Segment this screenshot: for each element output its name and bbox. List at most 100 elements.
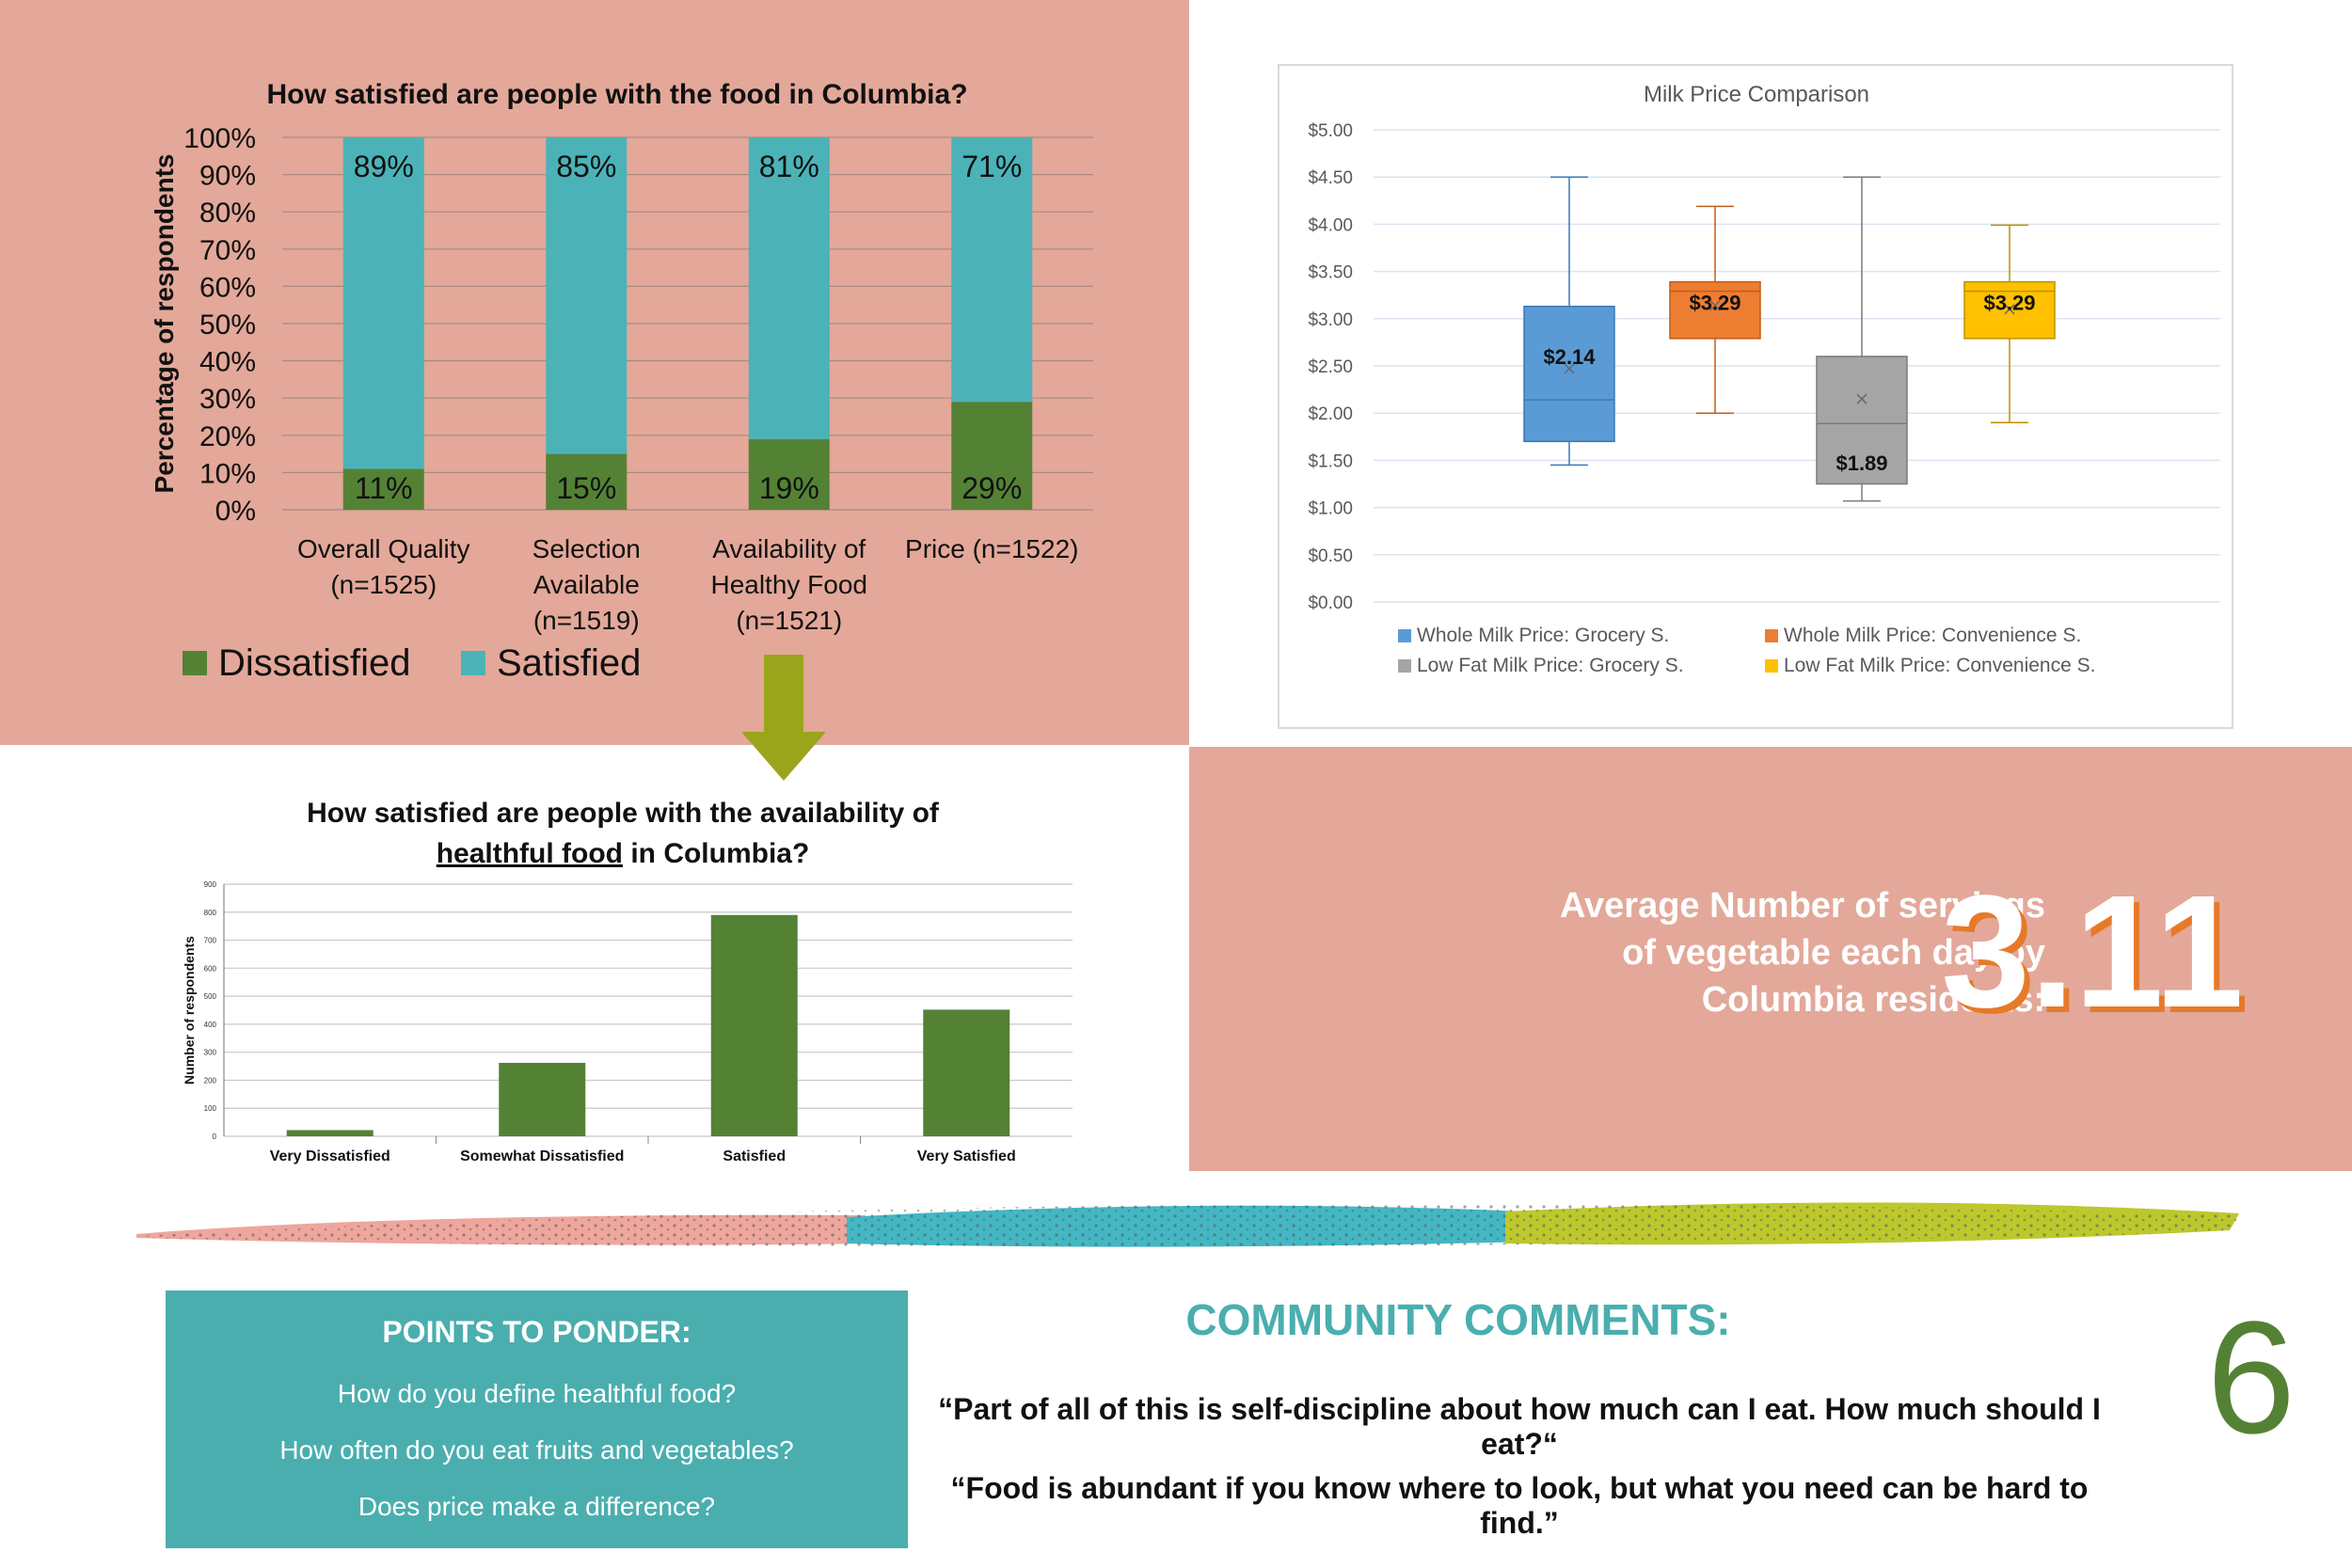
bar-satisfied bbox=[546, 137, 628, 454]
y-tick-label: 400 bbox=[204, 1021, 217, 1029]
healthful-food-chart-panel: How satisfied are people with the availa… bbox=[141, 781, 1091, 1185]
mean-marker bbox=[2004, 304, 2015, 315]
legend-label: Low Fat Milk Price: Convenience S. bbox=[1784, 655, 2095, 676]
bar-dissatisfied bbox=[546, 453, 628, 510]
bar bbox=[923, 1009, 1010, 1136]
mean-marker bbox=[1564, 363, 1575, 374]
y-tick-label: 0% bbox=[215, 496, 256, 527]
ponder-item: How often do you eat fruits and vegetabl… bbox=[279, 1435, 794, 1465]
milk-price-boxplot: Milk Price Comparison $0.00 $0.50 $1.00 $1.5… bbox=[1308, 82, 2220, 676]
y-tick-label: 100 bbox=[204, 1104, 217, 1113]
x-tick-label: Selection bbox=[532, 534, 641, 563]
milk-price-chart-panel: Milk Price Comparison $0.00 $0.50 $1.00 $1.5… bbox=[1278, 64, 2233, 729]
bar-satisfied bbox=[951, 137, 1033, 403]
y-tick-label: $3.50 bbox=[1308, 263, 1353, 283]
median-data-label: $1.89 bbox=[1836, 451, 1887, 475]
data-label-dissatisfied: 29% bbox=[961, 471, 1022, 505]
down-arrow-icon bbox=[741, 655, 826, 781]
decorative-brush-stroke bbox=[136, 1202, 2239, 1248]
legend-swatch bbox=[1398, 659, 1411, 673]
satisfaction-chart-panel: How satisfied are people with the food i… bbox=[0, 0, 1189, 745]
bar-dissatisfied bbox=[951, 402, 1033, 510]
bar bbox=[499, 1062, 586, 1136]
legend-label-dissatisfied: Dissatisfied bbox=[218, 642, 411, 684]
y-axis-label: Percentage of respondents bbox=[150, 154, 179, 494]
chart-title-line-2: healthful food in Columbia? bbox=[437, 838, 810, 869]
average-servings-label: Average Number of servings of vegetable … bbox=[1104, 882, 2045, 1023]
data-label-satisfied: 81% bbox=[759, 150, 819, 183]
y-axis-label: Number of respondents bbox=[182, 936, 197, 1085]
community-comments-section: COMMUNITY COMMENTS: “Part of all of this… bbox=[903, 1279, 2352, 1568]
box bbox=[1816, 356, 1908, 485]
y-tick-label: $0.00 bbox=[1308, 594, 1353, 613]
ponder-item: How do you define healthful food? bbox=[337, 1379, 737, 1408]
y-tick-label: 900 bbox=[204, 880, 217, 889]
x-tick-label: Available bbox=[533, 570, 640, 599]
bar-dissatisfied bbox=[342, 468, 424, 510]
average-label-line-1: Average Number of servings bbox=[1560, 886, 2045, 926]
ponder-title: POINTS TO PONDER: bbox=[382, 1315, 691, 1349]
y-tick-label: $0.50 bbox=[1308, 546, 1353, 566]
x-tick-label: Overall Quality bbox=[297, 534, 470, 563]
legend-swatch bbox=[1765, 629, 1778, 642]
median-data-label: $3.29 bbox=[1689, 292, 1740, 315]
data-label-satisfied: 71% bbox=[961, 150, 1022, 183]
y-tick-label: 700 bbox=[204, 937, 217, 945]
legend-label: Whole Milk Price: Convenience S. bbox=[1784, 625, 2081, 646]
data-label-dissatisfied: 19% bbox=[759, 471, 819, 505]
average-servings-value: 3.11 bbox=[1941, 863, 2244, 1041]
data-label-dissatisfied: 11% bbox=[355, 471, 413, 505]
data-label-satisfied: 89% bbox=[354, 150, 414, 183]
chart-title: How satisfied are people with the food i… bbox=[266, 79, 967, 110]
comments-title: COMMUNITY COMMENTS: bbox=[1185, 1295, 1731, 1344]
y-tick-label: 10% bbox=[199, 458, 256, 489]
y-tick-label: 50% bbox=[199, 309, 256, 341]
y-tick-label: 70% bbox=[199, 235, 256, 266]
average-servings-panel: Average Number of servings of vegetable … bbox=[1189, 747, 2352, 1171]
x-tick-label: (n=1525) bbox=[330, 570, 437, 599]
chart-title-emphasis: healthful food bbox=[437, 838, 623, 869]
points-to-ponder-box: POINTS TO PONDER: How do you define heal… bbox=[166, 1291, 908, 1548]
y-tick-label: $2.00 bbox=[1308, 404, 1353, 424]
y-tick-label: 80% bbox=[199, 198, 256, 229]
bar-satisfied bbox=[748, 137, 830, 439]
y-tick-label: 40% bbox=[199, 347, 256, 378]
data-label-satisfied: 85% bbox=[556, 150, 616, 183]
healthful-food-bar-chart: How satisfied are people with the availa… bbox=[182, 798, 1073, 1164]
mean-marker bbox=[1856, 393, 1867, 404]
y-tick-label: 800 bbox=[204, 909, 217, 917]
legend-swatch bbox=[1398, 629, 1411, 642]
y-tick-label: 90% bbox=[199, 161, 256, 192]
bar bbox=[286, 1130, 373, 1136]
x-tick-label: Somewhat Dissatisfied bbox=[460, 1148, 624, 1164]
page-number: 6 bbox=[2206, 1289, 2296, 1467]
x-tick-label: Very Dissatisfied bbox=[270, 1148, 390, 1164]
legend-swatch bbox=[1765, 659, 1778, 673]
y-tick-label: 600 bbox=[204, 964, 217, 973]
bar bbox=[710, 914, 798, 1136]
y-tick-label: $2.50 bbox=[1308, 357, 1353, 377]
y-tick-label: $5.00 bbox=[1308, 121, 1353, 141]
box bbox=[1523, 305, 1615, 443]
bar-dissatisfied bbox=[748, 438, 830, 510]
comment-quote: “Part of all of this is self-discipline … bbox=[938, 1392, 2101, 1461]
average-label-line-3: Columbia residents: bbox=[1701, 980, 2045, 1020]
y-tick-label: 0 bbox=[213, 1132, 217, 1141]
y-tick-label: 30% bbox=[199, 384, 256, 415]
y-tick-label: $1.00 bbox=[1308, 499, 1353, 519]
chart-title-line-1: How satisfied are people with the availa… bbox=[307, 798, 940, 829]
y-tick-label: $3.00 bbox=[1308, 310, 1353, 330]
legend-label: Whole Milk Price: Grocery S. bbox=[1417, 625, 1669, 646]
bar-satisfied bbox=[342, 137, 424, 469]
y-tick-label: $1.50 bbox=[1308, 451, 1353, 471]
x-tick-label: Availability of bbox=[712, 534, 866, 563]
x-tick-label: Very Satisfied bbox=[917, 1148, 1016, 1164]
legend-swatch-satisfied bbox=[461, 651, 485, 675]
x-tick-label: Healthy Food bbox=[710, 570, 867, 599]
x-tick-label: (n=1519) bbox=[533, 606, 640, 635]
legend-swatch-dissatisfied bbox=[183, 651, 207, 675]
chart-title-rest: in Columbia? bbox=[623, 838, 809, 869]
chart-title: Milk Price Comparison bbox=[1644, 82, 1869, 107]
x-tick-label: Price (n=1522) bbox=[905, 534, 1078, 563]
satisfaction-stacked-chart: How satisfied are people with the food i… bbox=[150, 79, 1093, 684]
